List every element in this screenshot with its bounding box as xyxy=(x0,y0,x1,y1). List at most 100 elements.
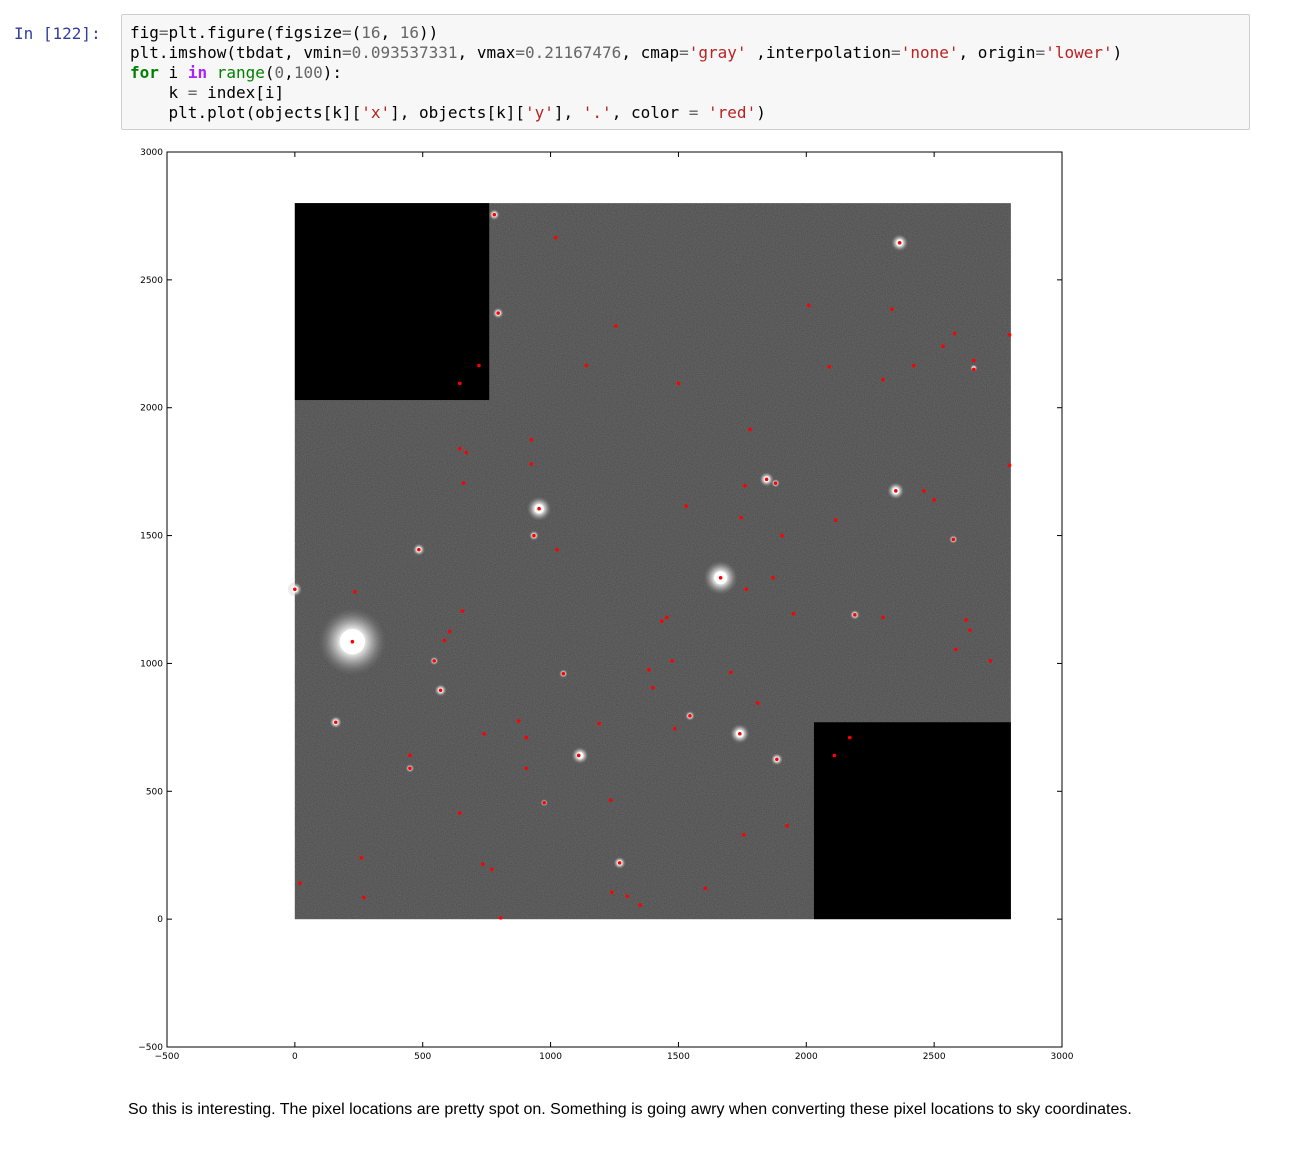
data-point xyxy=(833,518,838,523)
data-point xyxy=(832,753,837,758)
code-token: = xyxy=(1035,43,1046,62)
data-point xyxy=(847,735,852,740)
code-token: figure(figsize xyxy=(207,23,342,42)
code-token: 'x' xyxy=(361,103,391,122)
data-point xyxy=(625,894,630,898)
data-point xyxy=(529,437,534,442)
data-point xyxy=(576,753,581,758)
y-tick-label: 2500 xyxy=(140,276,163,286)
image-layer xyxy=(287,203,1011,920)
data-point xyxy=(773,481,778,485)
code-token: plot(objects[k][ xyxy=(207,103,362,122)
data-point xyxy=(881,615,885,620)
data-point xyxy=(647,668,651,672)
data-point xyxy=(968,628,972,632)
code-token: . xyxy=(197,103,208,122)
data-point xyxy=(584,363,589,368)
data-point xyxy=(353,590,357,594)
data-point xyxy=(496,311,500,315)
code-token: = xyxy=(679,43,689,62)
code-token: plt xyxy=(130,43,159,62)
data-point xyxy=(460,609,465,613)
data-point xyxy=(553,235,558,240)
x-tick-label: 500 xyxy=(414,1052,431,1062)
data-point xyxy=(964,618,968,622)
code-line-5: plt.plot(objects[k]['x'], objects[k]['y'… xyxy=(130,103,1249,123)
code-token: = xyxy=(158,23,169,42)
data-point xyxy=(333,720,338,725)
cell-output: −500 0 500 1000 1500 2000 2500 3000 −500 0 500 100… xyxy=(121,140,1141,1070)
code-token: plt xyxy=(168,23,198,42)
code-token: 'gray' xyxy=(688,43,747,62)
markdown-cell-text: So this is interesting. The pixel locati… xyxy=(128,1101,1132,1118)
data-point xyxy=(610,890,614,895)
x-tick-label: 2000 xyxy=(795,1052,818,1062)
code-token: )) xyxy=(419,23,439,42)
data-point xyxy=(359,855,364,860)
code-token: ,interpolation xyxy=(746,43,892,62)
data-point xyxy=(408,766,412,771)
data-point xyxy=(477,363,481,368)
data-point xyxy=(775,757,779,762)
code-token: 16 xyxy=(361,23,381,42)
data-point xyxy=(780,533,784,538)
data-point xyxy=(688,714,692,718)
code-token: imshow(tbdat, vmin xyxy=(168,43,342,62)
code-token xyxy=(698,103,708,122)
data-point xyxy=(417,547,421,552)
data-point xyxy=(932,497,936,502)
data-point xyxy=(1007,463,1012,468)
data-point xyxy=(524,766,529,771)
code-token: 0.21167476 xyxy=(524,43,622,62)
data-point xyxy=(743,483,747,488)
code-token: = xyxy=(341,43,352,62)
data-point xyxy=(651,685,655,690)
data-point xyxy=(442,638,447,643)
data-point xyxy=(350,639,355,644)
code-token: , cmap xyxy=(621,43,680,62)
data-point xyxy=(298,881,302,886)
data-point xyxy=(561,671,566,676)
data-point xyxy=(738,731,742,736)
code-line-3: for i in range(0,100): xyxy=(130,63,1249,83)
data-point xyxy=(676,381,681,386)
code-token: 'none' xyxy=(900,43,959,62)
code-token: , origin xyxy=(958,43,1036,62)
y-tick-label: 3000 xyxy=(140,148,163,158)
data-point xyxy=(785,824,789,828)
code-token: . xyxy=(158,43,169,62)
data-point xyxy=(988,659,993,663)
x-tick-label: −500 xyxy=(155,1052,180,1062)
data-point xyxy=(853,613,857,617)
data-point xyxy=(457,381,462,386)
data-point xyxy=(941,344,945,349)
masked-region xyxy=(294,203,490,401)
data-point xyxy=(952,331,957,336)
data-point xyxy=(492,212,497,217)
data-point xyxy=(807,303,811,308)
data-point xyxy=(971,358,976,363)
data-point xyxy=(408,753,412,758)
data-point xyxy=(461,481,466,485)
code-token xyxy=(207,63,217,82)
x-tick-label: 0 xyxy=(292,1052,298,1062)
code-line-4: k = index[i] xyxy=(130,83,1249,103)
data-point xyxy=(293,587,297,592)
code-token: 16 xyxy=(399,23,420,42)
data-point xyxy=(744,587,748,592)
data-point xyxy=(638,903,642,907)
data-point xyxy=(432,659,437,663)
code-token: ], objects[k][ xyxy=(390,103,525,122)
code-cell[interactable]: fig=plt.figure(figsize=(16, 16)) plt.ims… xyxy=(121,14,1250,130)
data-point xyxy=(482,731,486,736)
code-token: , vmax xyxy=(457,43,516,62)
code-token: ( xyxy=(351,23,362,42)
data-point xyxy=(764,477,769,482)
data-point xyxy=(922,489,926,493)
data-point xyxy=(881,377,885,382)
y-tick-labels: −500 0 500 1000 1500 2000 2500 3000 xyxy=(138,148,163,1053)
code-token: ): xyxy=(322,63,342,82)
code-token: index[i] xyxy=(197,83,285,102)
data-point xyxy=(489,867,494,872)
data-point xyxy=(542,800,546,805)
